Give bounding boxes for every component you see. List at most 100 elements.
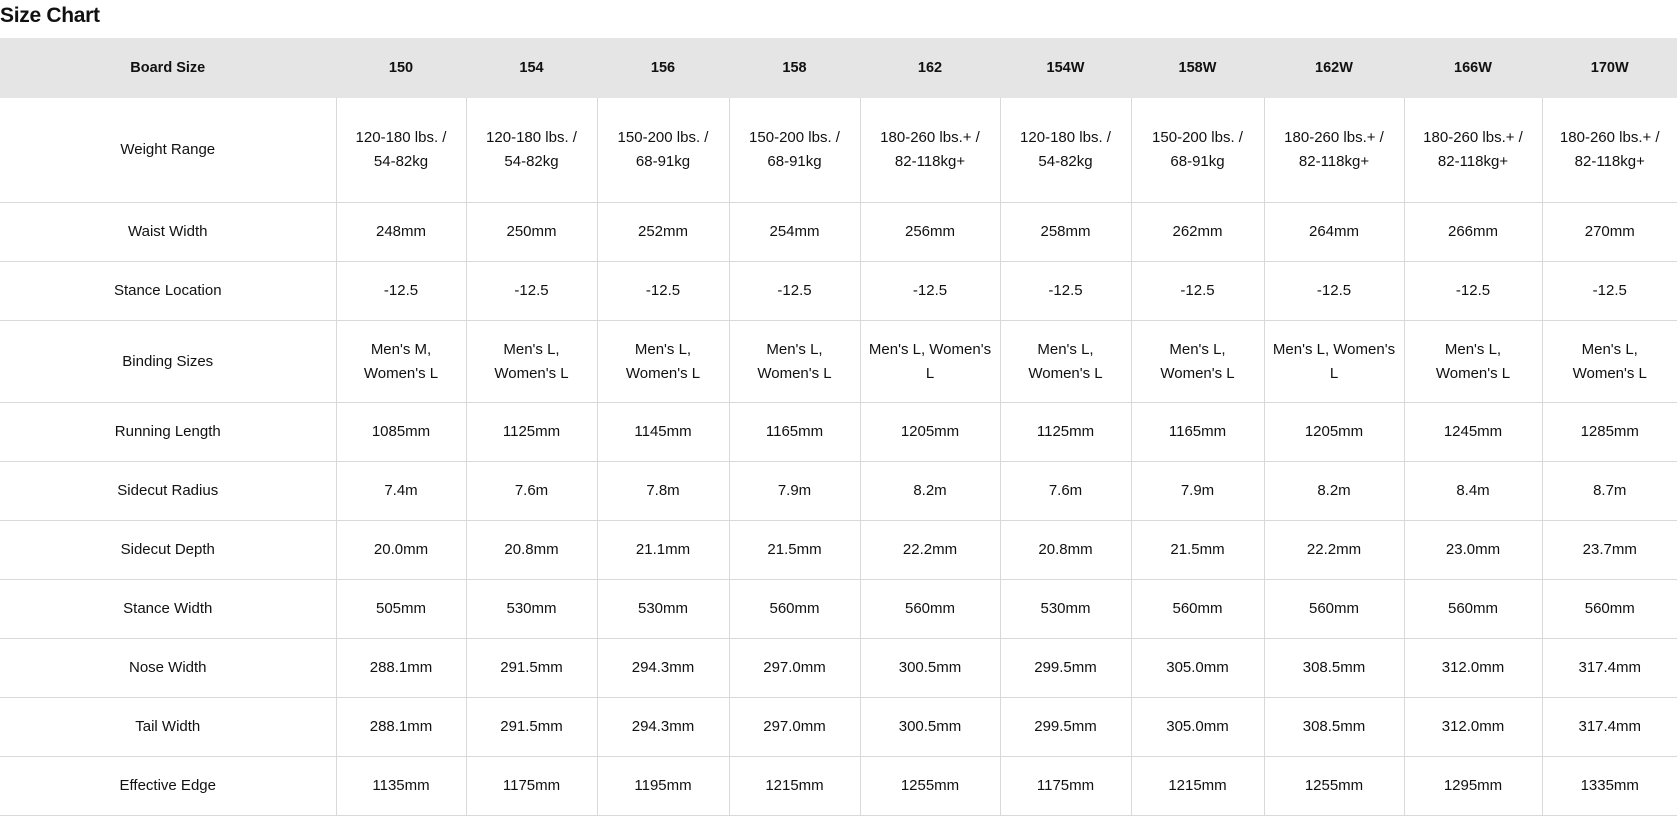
table-cell: Men's L, Women's L	[596, 320, 730, 403]
table-cell: 312.0mm	[1403, 638, 1543, 698]
table-cell: Men's L, Women's L	[465, 320, 598, 403]
table-cell: 299.5mm	[999, 638, 1132, 698]
table-cell: 560mm	[1130, 579, 1265, 639]
table-row: Sidecut Radius 7.4m 7.6m 7.8m 7.9m 8.2m 7.6m 7.…	[0, 461, 1677, 521]
table-cell: 294.3mm	[596, 697, 730, 757]
table-cell: Men's L, Women's L	[1403, 320, 1543, 403]
row-label: Binding Sizes	[0, 320, 337, 403]
table-cell: 297.0mm	[728, 638, 861, 698]
table-cell: -12.5	[859, 261, 1001, 321]
header-size: 162W	[1263, 38, 1405, 98]
row-label: Tail Width	[0, 697, 337, 757]
table-cell: 1165mm	[1130, 402, 1265, 462]
table-cell: 8.2m	[1263, 461, 1405, 521]
table-cell: 7.9m	[728, 461, 861, 521]
table-cell: 266mm	[1403, 202, 1543, 262]
header-size: 156	[596, 38, 730, 98]
table-row: Running Length 1085mm 1125mm 1145mm 1165mm 12…	[0, 402, 1677, 462]
table-cell: 150-200 lbs. / 68-91kg	[728, 97, 861, 203]
table-cell: 300.5mm	[859, 638, 1001, 698]
table-cell: 1215mm	[1130, 756, 1265, 816]
table-cell: -12.5	[596, 261, 730, 321]
header-size: 158	[728, 38, 861, 98]
table-cell: 560mm	[1403, 579, 1543, 639]
table-cell: 150-200 lbs. / 68-91kg	[596, 97, 730, 203]
table-cell: 20.8mm	[999, 520, 1132, 580]
table-cell: 23.0mm	[1403, 520, 1543, 580]
table-cell: 270mm	[1541, 202, 1677, 262]
header-size: 154	[465, 38, 598, 98]
row-label: Effective Edge	[0, 756, 337, 816]
table-cell: 180-260 lbs.+ / 82-118kg+	[1541, 97, 1677, 203]
table-cell: 7.6m	[465, 461, 598, 521]
header-size: 150	[335, 38, 467, 98]
table-cell: 291.5mm	[465, 697, 598, 757]
table-cell: 180-260 lbs.+ / 82-118kg+	[1403, 97, 1543, 203]
header-size: 170W	[1541, 38, 1677, 98]
table-row: Nose Width 288.1mm 291.5mm 294.3mm 297.0mm 30…	[0, 638, 1677, 698]
table-cell: 300.5mm	[859, 697, 1001, 757]
table-cell: -12.5	[1403, 261, 1543, 321]
table-row: Sidecut Depth 20.0mm 20.8mm 21.1mm 21.5mm 22.…	[0, 520, 1677, 580]
table-cell: 1125mm	[999, 402, 1132, 462]
table-row: Stance Location -12.5 -12.5 -12.5 -12.5 -12.5…	[0, 261, 1677, 321]
header-row: Board Size 150 154 156 158 162 154W 158W 162W 166…	[0, 38, 1677, 98]
table-cell: 264mm	[1263, 202, 1405, 262]
table-cell: 248mm	[335, 202, 467, 262]
table-cell: 262mm	[1130, 202, 1265, 262]
table-row: Tail Width 288.1mm 291.5mm 294.3mm 297.0mm 30…	[0, 697, 1677, 757]
table-cell: 530mm	[596, 579, 730, 639]
row-label: Running Length	[0, 402, 337, 462]
table-cell: -12.5	[1263, 261, 1405, 321]
table-cell: 1135mm	[335, 756, 467, 816]
row-label: Waist Width	[0, 202, 337, 262]
table-cell: 20.8mm	[465, 520, 598, 580]
row-label: Sidecut Depth	[0, 520, 337, 580]
table-cell: Men's L, Women's L	[1130, 320, 1265, 403]
table-cell: 258mm	[999, 202, 1132, 262]
table-cell: 8.2m	[859, 461, 1001, 521]
table-cell: 21.5mm	[728, 520, 861, 580]
table-cell: 1085mm	[335, 402, 467, 462]
table-cell: -12.5	[999, 261, 1132, 321]
row-label: Stance Width	[0, 579, 337, 639]
table-cell: 560mm	[859, 579, 1001, 639]
header-size: 162	[859, 38, 1001, 98]
table-row: Effective Edge 1135mm 1175mm 1195mm 1215mm 12…	[0, 756, 1677, 816]
table-cell: -12.5	[465, 261, 598, 321]
table-cell: 1295mm	[1403, 756, 1543, 816]
table-cell: 297.0mm	[728, 697, 861, 757]
table-cell: 120-180 lbs. / 54-82kg	[465, 97, 598, 203]
table-row: Weight Range 120-180 lbs. / 54-82kg 120-18…	[0, 97, 1677, 203]
header-size: 166W	[1403, 38, 1543, 98]
table-cell: 1245mm	[1403, 402, 1543, 462]
table-cell: Men's L, Women's L	[859, 320, 1001, 403]
table-cell: 312.0mm	[1403, 697, 1543, 757]
page-title: Size Chart	[0, 4, 100, 27]
table-cell: 560mm	[1263, 579, 1405, 639]
table-cell: -12.5	[1130, 261, 1265, 321]
table-row: Waist Width 248mm 250mm 252mm 254mm 256mm 258m…	[0, 202, 1677, 262]
table-cell: 7.4m	[335, 461, 467, 521]
table-cell: 560mm	[1541, 579, 1677, 639]
table-cell: 308.5mm	[1263, 638, 1405, 698]
table-cell: 180-260 lbs.+ / 82-118kg+	[859, 97, 1001, 203]
table-cell: 530mm	[999, 579, 1132, 639]
table-cell: 180-260 lbs.+ / 82-118kg+	[1263, 97, 1405, 203]
table-cell: 7.9m	[1130, 461, 1265, 521]
table-cell: 299.5mm	[999, 697, 1132, 757]
table-row: Stance Width 505mm 530mm 530mm 560mm 560mm 530…	[0, 579, 1677, 639]
table-cell: 305.0mm	[1130, 697, 1265, 757]
table-cell: 1195mm	[596, 756, 730, 816]
table-cell: Men's L, Women's L	[1541, 320, 1677, 403]
table-cell: 288.1mm	[335, 697, 467, 757]
table-cell: 23.7mm	[1541, 520, 1677, 580]
table-cell: 1145mm	[596, 402, 730, 462]
table-cell: 560mm	[728, 579, 861, 639]
table-cell: 21.5mm	[1130, 520, 1265, 580]
table-cell: 252mm	[596, 202, 730, 262]
table-cell: 317.4mm	[1541, 638, 1677, 698]
table-cell: 291.5mm	[465, 638, 598, 698]
table-cell: 1175mm	[465, 756, 598, 816]
table-cell: 7.8m	[596, 461, 730, 521]
